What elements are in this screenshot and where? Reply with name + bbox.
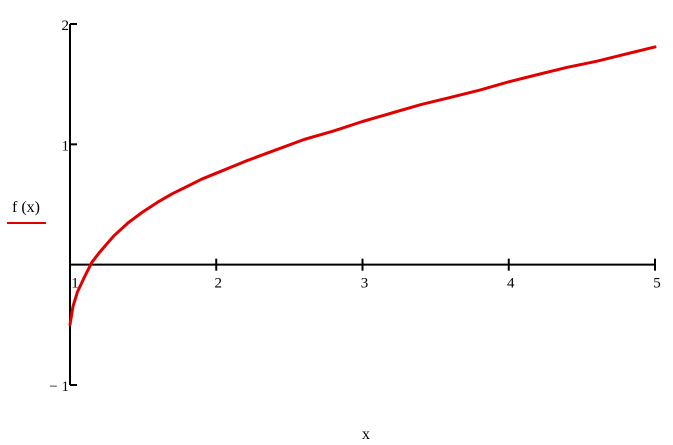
x-ticks: 1 2 3 4 5 [69, 258, 661, 292]
y-tick-label-1: 1 [62, 138, 70, 154]
axes [69, 24, 655, 385]
x-tick-label-1: 2 [215, 276, 223, 292]
y-tick-label-0: 2 [62, 18, 70, 34]
x-tick-label-0: 1 [71, 276, 79, 292]
x-tick-label-2: 3 [361, 276, 369, 292]
series [68, 45, 657, 327]
x-axis-label: x [362, 426, 370, 443]
x-tick-label-4: 5 [653, 276, 661, 292]
y-axis-label: f (x) [12, 199, 40, 216]
series-line-0 [68, 45, 657, 327]
x-tick-label-3: 4 [507, 276, 515, 292]
y-ticks: 2 1 − 1 [49, 18, 77, 395]
y-tick-label-2: − 1 [49, 379, 69, 395]
